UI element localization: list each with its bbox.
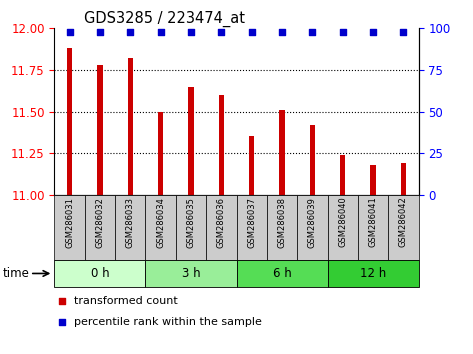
Bar <box>388 195 419 260</box>
Text: GSM286033: GSM286033 <box>126 197 135 248</box>
Text: GSM286041: GSM286041 <box>368 197 377 247</box>
Point <box>58 319 65 325</box>
Text: 3 h: 3 h <box>182 267 200 280</box>
Point <box>248 30 255 35</box>
Bar <box>236 195 267 260</box>
Bar <box>219 95 224 354</box>
Point <box>66 30 73 35</box>
Text: 0 h: 0 h <box>91 267 109 280</box>
Bar <box>115 195 146 260</box>
Point <box>278 30 286 35</box>
Point <box>369 30 377 35</box>
Bar <box>327 260 419 287</box>
Bar <box>158 112 163 354</box>
Point <box>400 30 407 35</box>
Text: time: time <box>2 267 29 280</box>
Text: GSM286036: GSM286036 <box>217 197 226 248</box>
Point <box>157 30 165 35</box>
Text: GSM286037: GSM286037 <box>247 197 256 248</box>
Bar <box>370 165 376 354</box>
Text: GSM286032: GSM286032 <box>96 197 105 247</box>
Text: GSM286038: GSM286038 <box>278 197 287 248</box>
Text: 12 h: 12 h <box>360 267 386 280</box>
Bar <box>327 195 358 260</box>
Bar <box>340 155 345 354</box>
Text: GSM286040: GSM286040 <box>338 197 347 247</box>
Bar <box>54 195 85 260</box>
Point <box>126 30 134 35</box>
Point <box>339 30 347 35</box>
Text: percentile rank within the sample: percentile rank within the sample <box>74 317 263 327</box>
Bar <box>401 163 406 354</box>
Text: GSM286034: GSM286034 <box>156 197 165 247</box>
Bar <box>279 110 285 354</box>
Text: 6 h: 6 h <box>272 267 291 280</box>
Point <box>187 30 195 35</box>
Bar <box>85 195 115 260</box>
Bar <box>310 125 315 354</box>
Point <box>218 30 225 35</box>
Point <box>58 298 65 304</box>
Bar <box>206 195 236 260</box>
Bar <box>297 195 327 260</box>
Text: GSM286042: GSM286042 <box>399 197 408 247</box>
Bar <box>67 48 72 354</box>
Bar <box>188 87 194 354</box>
Bar <box>54 260 146 287</box>
Point <box>96 30 104 35</box>
Bar <box>145 195 176 260</box>
Bar <box>176 195 206 260</box>
Text: GSM286031: GSM286031 <box>65 197 74 247</box>
Bar <box>236 260 327 287</box>
Text: GDS3285 / 223474_at: GDS3285 / 223474_at <box>84 11 245 27</box>
Bar <box>128 58 133 354</box>
Bar <box>249 137 254 354</box>
Bar <box>97 65 103 354</box>
Point <box>308 30 316 35</box>
Text: GSM286039: GSM286039 <box>308 197 317 247</box>
Text: transformed count: transformed count <box>74 296 178 306</box>
Bar <box>267 195 297 260</box>
Bar <box>358 195 388 260</box>
Text: GSM286035: GSM286035 <box>186 197 195 247</box>
Bar <box>145 260 236 287</box>
